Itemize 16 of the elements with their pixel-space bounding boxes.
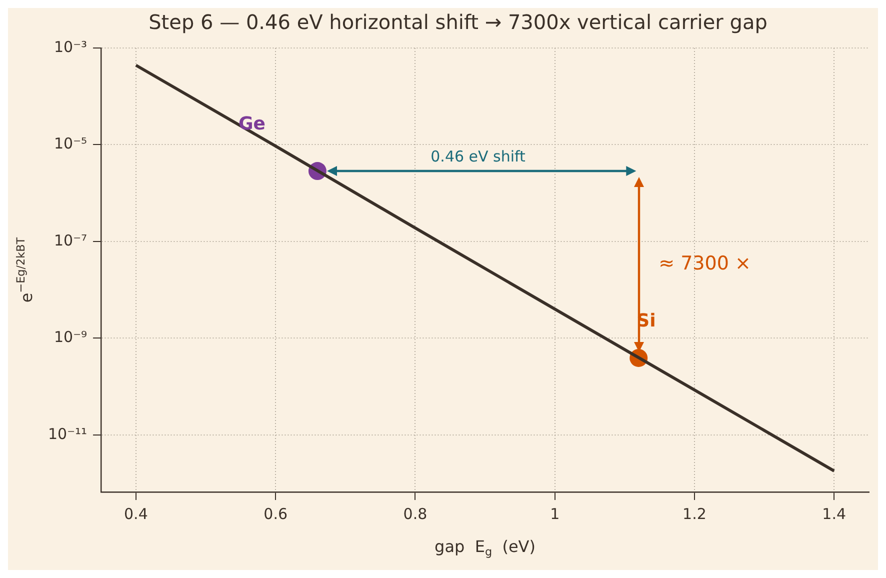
x-tick-label: 1.2 [682,504,706,523]
x-tick-label: 0.4 [124,504,148,523]
x-tick-label: 1.4 [822,504,846,523]
text: Ge [238,114,266,135]
y-tick-label: 10⁻⁷ [54,231,88,250]
y-axis-title: e−Eg/2kBT [14,237,36,303]
x-tick-label: 1 [550,504,560,523]
annotation: ≈ 7300 × [658,252,751,274]
y-tick-label: 10⁻⁵ [54,134,88,153]
chart-title: Step 6 — 0.46 eV horizontal shift → 7300x vertical carrier gap [148,10,768,34]
annotation: 0.46 eV shift [430,147,526,166]
y-tick-label: 10⁻³ [54,38,88,56]
x-tick-label: 0.8 [403,504,428,523]
x-tick-label: 0.6 [264,504,288,523]
y-tick-label: 10⁻¹¹ [48,424,88,443]
y-tick-label: 10⁻⁹ [54,328,88,346]
